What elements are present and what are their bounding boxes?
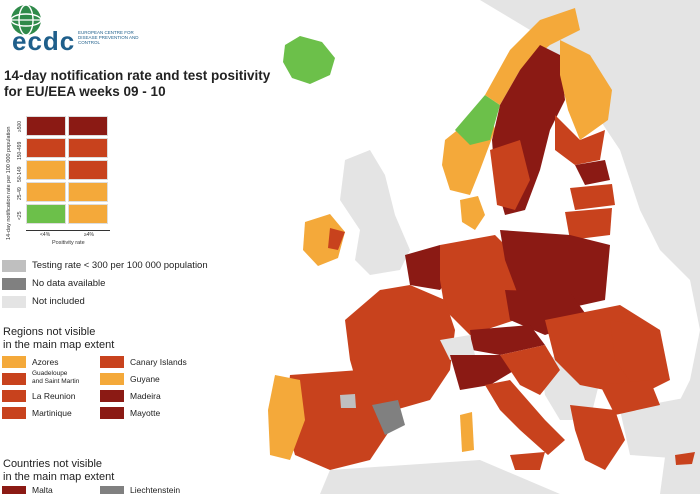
regions-section-heading: Regions not visible in the main map exte…: [3, 326, 114, 352]
region-label-0: Azores: [32, 357, 59, 367]
matrix-x-axis-label: Positivity rate: [52, 240, 85, 246]
ecdc-logo: ecdc EUROPEAN CENTRE FOR DISEASE PREVENT…: [6, 2, 139, 62]
y-tick-2: 50-149: [17, 166, 23, 182]
legend-label-2: Not included: [32, 296, 85, 307]
regions-legend: Azores Guadeloupe and Saint Martin La Reuni…: [0, 356, 230, 426]
matrix-cell-r0-c1: [68, 116, 108, 136]
ireland: [303, 214, 345, 266]
country-swatch-0: [2, 486, 26, 494]
iceland: [283, 36, 335, 84]
sicily: [510, 452, 545, 470]
region-swatch-0: [2, 356, 26, 368]
countries-heading-line-2: in the main map extent: [3, 471, 115, 483]
y-tick-3: 25-49: [17, 187, 23, 200]
x-tick-1: ≥4%: [84, 232, 94, 238]
status-legend: Testing rate < 300 per 100 000 populatio…: [0, 260, 230, 315]
slovenia-croatia: [500, 345, 560, 395]
region-swatch-7: [100, 407, 124, 419]
countries-heading-line-1: Countries not visible: [3, 458, 103, 470]
non-eu-land-east: [560, 0, 700, 494]
region-label-4: Canary Islands: [130, 357, 187, 367]
spain-grey-catalonia: [372, 400, 405, 435]
spain: [285, 370, 395, 470]
y-tick-0: ≥500: [17, 120, 23, 132]
france: [345, 285, 455, 410]
region-swatch-1: [2, 373, 26, 385]
norway-green: [455, 95, 500, 145]
logo-name: ecdc: [12, 26, 76, 56]
country-label-0: Malta: [32, 486, 53, 494]
matrix-cell-r0-c0: [26, 116, 66, 136]
finland-south: [555, 115, 605, 165]
matrix-cells: [26, 116, 112, 226]
regions-heading-line-1: Regions not visible: [3, 326, 96, 338]
region-swatch-4: [100, 356, 124, 368]
matrix-cell-r4-c0: [26, 204, 66, 224]
matrix-cell-r1-c0: [26, 138, 66, 158]
legend-swatch-0: [2, 260, 26, 272]
germany: [440, 235, 520, 335]
sweden-south: [490, 140, 530, 210]
lithuania: [565, 208, 612, 240]
portugal: [268, 375, 305, 460]
poland: [500, 230, 610, 310]
region-swatch-6: [100, 390, 124, 402]
legend-swatch-2: [2, 296, 26, 308]
country-swatch-1: [100, 486, 124, 494]
country-label-1: Liechtenstein: [130, 486, 181, 494]
uk-land: [340, 150, 410, 275]
countries-legend: Malta Liechtenstein: [0, 486, 230, 494]
matrix-cell-r3-c1: [68, 182, 108, 202]
ireland-east: [328, 228, 345, 250]
region-label-3: Martinique: [32, 408, 72, 418]
italy-south: [485, 380, 565, 455]
finland-north: [560, 40, 612, 140]
spain-grey-madrid: [340, 394, 356, 408]
turkey: [620, 395, 700, 460]
y-tick-4: <25: [17, 211, 23, 220]
romania-east: [610, 320, 670, 395]
austria: [470, 325, 545, 355]
matrix-cell-r4-c1: [68, 204, 108, 224]
countries-section-heading: Countries not visible in the main map ex…: [3, 458, 114, 484]
matrix-cell-r2-c0: [26, 160, 66, 180]
region-swatch-3: [2, 407, 26, 419]
logo-tagline: EUROPEAN CENTRE FOR DISEASE PREVENTION A…: [78, 30, 139, 45]
region-label-2: La Reunion: [32, 391, 76, 401]
greece: [570, 405, 625, 470]
estonia: [575, 160, 610, 185]
sardinia: [460, 412, 474, 452]
region-label-5: Guyane: [130, 374, 160, 384]
region-swatch-2: [2, 390, 26, 402]
matrix-y-axis-label: 14-day notification rate per 100 000 pop…: [6, 126, 12, 240]
matrix-cell-r3-c0: [26, 182, 66, 202]
matrix-x-axis-line: [26, 230, 110, 231]
title-line-1: 14-day notification rate and test positi…: [4, 68, 271, 83]
region-label-7: Mayotte: [130, 408, 161, 418]
map-title: 14-day notification rate and test positi…: [4, 68, 270, 100]
legend-label-0: Testing rate < 300 per 100 000 populatio…: [32, 260, 208, 271]
denmark: [460, 196, 485, 230]
region-label-1: Guadeloupe and Saint Martin: [32, 370, 80, 385]
latvia: [570, 184, 615, 210]
x-tick-0: <4%: [40, 232, 51, 238]
italy-north: [450, 355, 515, 390]
matrix-cell-r2-c1: [68, 160, 108, 180]
bulgaria: [600, 380, 660, 415]
globe-icon: [10, 4, 42, 36]
switzerland: [440, 335, 475, 360]
region-label-6: Madeira: [130, 391, 161, 401]
y-tick-1: 150-499: [17, 141, 23, 160]
cyprus: [675, 452, 695, 465]
regions-heading-line-2: in the main map extent: [3, 339, 115, 351]
legend-swatch-1: [2, 278, 26, 290]
title-line-2: for EU/EEA weeks 09 - 10: [4, 84, 166, 99]
matrix-cell-r1-c1: [68, 138, 108, 158]
rate-positivity-matrix: 14-day notification rate per 100 000 pop…: [0, 110, 125, 260]
north-africa: [320, 460, 560, 494]
region-swatch-5: [100, 373, 124, 385]
legend-label-1: No data available: [32, 278, 106, 289]
